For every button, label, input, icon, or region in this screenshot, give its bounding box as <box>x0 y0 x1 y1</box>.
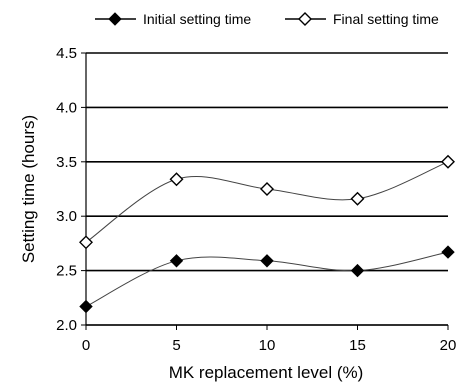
legend: Initial setting time Final setting time <box>95 11 439 27</box>
data-point-s0-0 <box>80 301 92 313</box>
x-tick-label-4: 20 <box>440 337 457 354</box>
y-tick-label-1: 2.5 <box>56 263 77 280</box>
legend-item-final: Final setting time <box>285 11 439 27</box>
legend-marker-initial <box>109 13 121 25</box>
data-point-s1-0 <box>80 236 92 248</box>
data-point-s1-2 <box>261 183 273 195</box>
series-line-1 <box>86 162 448 243</box>
series-layer <box>80 156 454 313</box>
legend-item-initial: Initial setting time <box>95 11 251 27</box>
data-point-s0-3 <box>352 265 364 277</box>
y-tick-label-5: 4.5 <box>56 45 77 62</box>
y-tick-label-2: 3.0 <box>56 208 77 225</box>
x-tick-label-3: 15 <box>349 337 366 354</box>
data-point-s1-4 <box>442 156 454 168</box>
y-tick-label-3: 3.5 <box>56 154 77 171</box>
legend-marker-final <box>299 13 311 25</box>
data-point-s1-3 <box>352 193 364 205</box>
legend-label-initial: Initial setting time <box>143 11 251 27</box>
y-axis-title: Setting time (hours) <box>19 115 38 263</box>
data-point-s0-1 <box>171 255 183 267</box>
y-tick-label-4: 4.0 <box>56 99 77 116</box>
x-axis-title: MK replacement level (%) <box>169 363 364 382</box>
data-point-s0-4 <box>442 246 454 258</box>
y-tick-labels: 2.0 2.5 3.0 3.5 4.0 4.5 <box>56 45 86 334</box>
x-tick-label-2: 10 <box>259 337 276 354</box>
y-tick-label-0: 2.0 <box>56 317 77 334</box>
x-tick-labels: 0 5 10 15 20 <box>82 325 457 354</box>
legend-label-final: Final setting time <box>333 11 439 27</box>
x-tick-label-0: 0 <box>82 337 90 354</box>
data-point-s1-1 <box>171 173 183 185</box>
x-tick-label-1: 5 <box>172 337 180 354</box>
data-point-s0-2 <box>261 255 273 267</box>
